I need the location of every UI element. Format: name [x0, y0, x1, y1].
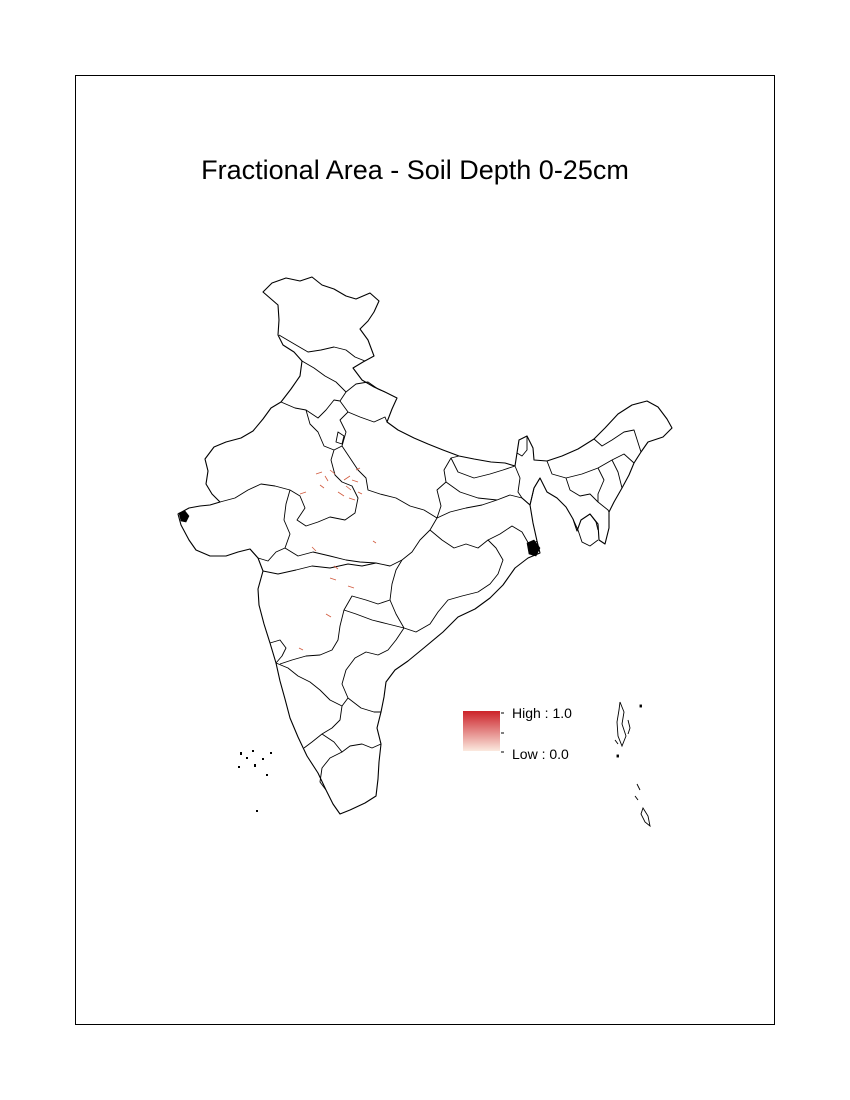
state-boundaries [219, 334, 642, 791]
map-frame [75, 75, 775, 1025]
ne-detail [572, 513, 599, 547]
legend-high-label: High : 1.0 [512, 705, 572, 721]
map-title: Fractional Area - Soil Depth 0-25cm [201, 155, 629, 185]
andaman-nicobar-islands [614, 701, 651, 828]
lakshadweep-islands [238, 750, 272, 812]
soil-fraction-patches [298, 467, 377, 651]
coastal-patches [178, 510, 541, 557]
legend [463, 711, 504, 753]
legend-low-label: Low : 0.0 [512, 746, 569, 762]
country-outline [177, 276, 673, 815]
legend-gradient-bar [463, 711, 500, 751]
